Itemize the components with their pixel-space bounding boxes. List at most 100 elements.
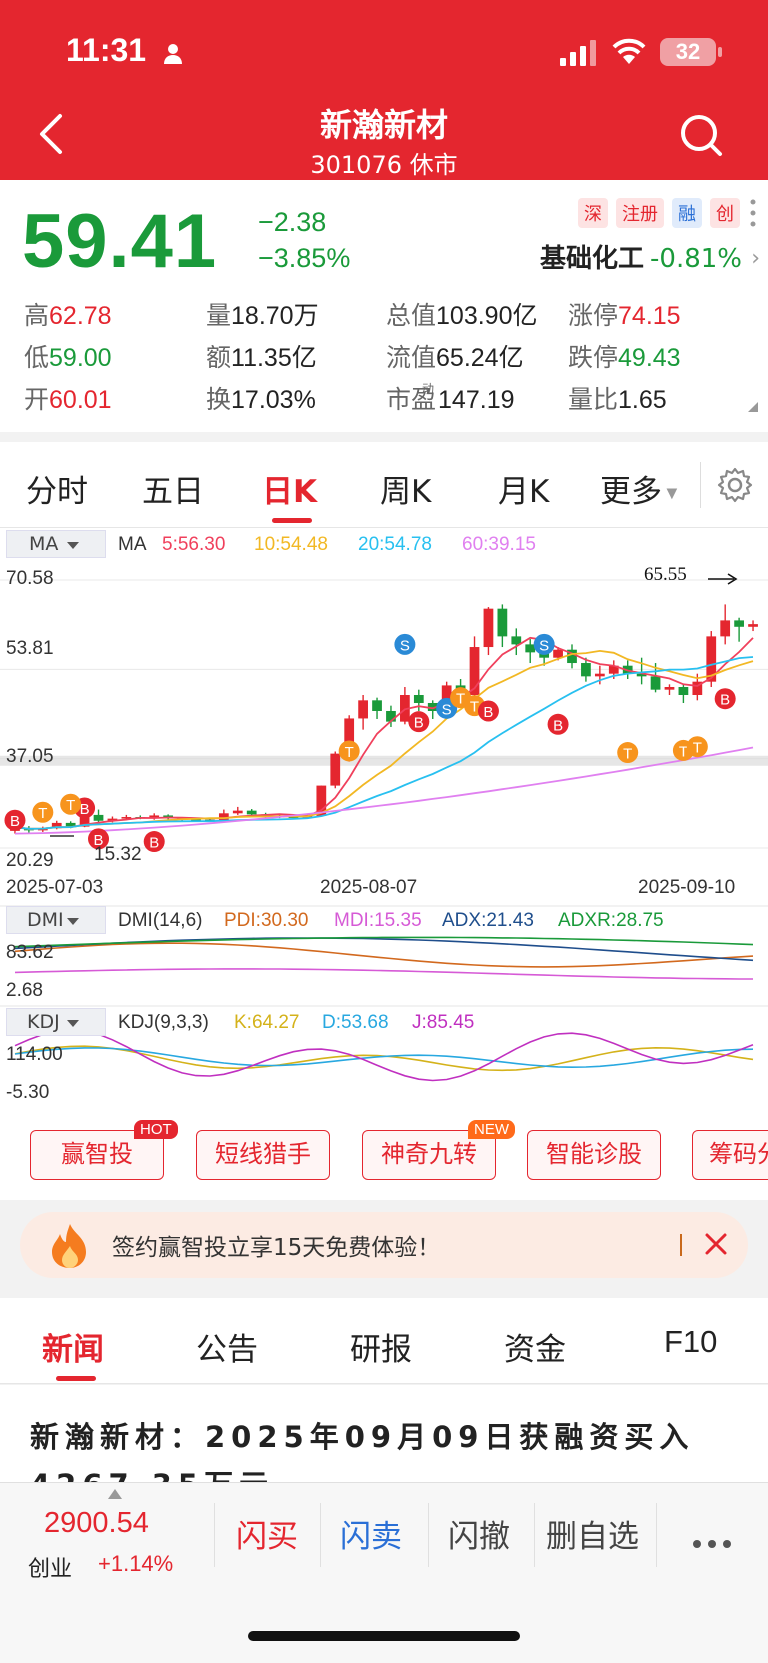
tool-short-hunter[interactable]: 短线猎手 <box>196 1130 330 1180</box>
candle-body <box>372 700 382 711</box>
candle-body <box>650 676 661 690</box>
chevron-right-icon[interactable]: › <box>751 246 760 271</box>
amount-value: 11.35亿 <box>231 344 317 372</box>
tool-chip-distribution[interactable]: 筹码分布 <box>692 1130 768 1180</box>
candle-body <box>497 608 508 637</box>
expand-corner-icon[interactable] <box>748 402 758 412</box>
tool-magic-nine[interactable]: 神奇九转 <box>362 1130 496 1180</box>
ma5-line <box>14 636 754 830</box>
adx-value: ADX:21.43 <box>442 910 534 931</box>
candle-body <box>51 822 62 829</box>
more-horizontal-icon[interactable] <box>692 1539 732 1549</box>
ma20-line <box>14 656 754 830</box>
candle-body <box>734 620 744 627</box>
gear-icon[interactable] <box>716 466 754 504</box>
low-label: 低 <box>24 344 50 372</box>
news-item[interactable]: 新瀚新材：2025年09月09日获融资买入4267.35万元 <box>0 1385 768 1485</box>
wifi-icon <box>612 38 646 64</box>
mdi-line <box>14 968 753 980</box>
candle-body <box>706 636 717 682</box>
candle-body <box>330 753 341 786</box>
signal-marker-label: T <box>456 691 465 708</box>
tool-smart-diagnose[interactable]: 智能诊股 <box>527 1130 661 1180</box>
candle-body <box>400 695 410 722</box>
flash-sell-button[interactable]: 闪卖 <box>340 1519 402 1555</box>
divider <box>656 1503 657 1567</box>
tab-divider <box>700 462 701 508</box>
kdj-y-max: 114.00 <box>6 1044 63 1065</box>
tab-more[interactable]: 更多 ▼ <box>600 466 677 511</box>
d-line <box>14 1047 754 1069</box>
ma-selector-button[interactable]: MA <box>6 530 106 558</box>
promo-banner[interactable]: 签约赢智投立享15天免费体验！ <box>20 1212 748 1278</box>
candle-body <box>232 810 243 814</box>
dmi-label: DMI(14,6) <box>118 910 203 931</box>
signal-marker-s <box>533 633 555 655</box>
dmi-selector-button[interactable]: DMI <box>6 906 106 934</box>
tool-ying-zhi-tou[interactable]: 赢智投 <box>30 1130 164 1180</box>
signal-marker-b <box>4 809 26 831</box>
high-value: 62.78 <box>49 302 112 330</box>
k-value: K:64.27 <box>234 1012 300 1033</box>
signal-marker-label: B <box>414 715 424 732</box>
candle-body <box>483 608 494 648</box>
index-value[interactable]: 2900.54 <box>44 1507 149 1539</box>
signal-marker-label: T <box>693 740 702 757</box>
vol-ratio-value: 1.65 <box>618 386 667 414</box>
candle-body <box>93 814 104 821</box>
y-tick-max: 70.58 <box>6 568 54 589</box>
tab-five-day[interactable]: 五日 <box>142 474 204 510</box>
float-mv-label: 流值 <box>386 344 437 372</box>
y-tick-2: 53.81 <box>6 638 54 659</box>
search-icon[interactable] <box>678 112 724 158</box>
tab-monthly-k[interactable]: 月K <box>498 474 550 510</box>
candle-body <box>427 702 438 711</box>
person-icon <box>164 44 182 64</box>
more-vertical-icon[interactable] <box>748 198 758 228</box>
x-tick-end: 2025-09-10 <box>638 877 736 898</box>
tab-announcements[interactable]: 公告 <box>196 1332 258 1368</box>
back-arrow-icon[interactable] <box>36 112 66 156</box>
signal-marker-t <box>32 801 54 823</box>
candle-body <box>386 710 396 722</box>
flash-buy-button[interactable]: 闪买 <box>236 1519 298 1555</box>
active-tab-indicator <box>272 518 312 523</box>
tab-f10[interactable]: F10 <box>664 1324 718 1359</box>
tab-funds[interactable]: 资金 <box>504 1332 566 1368</box>
signal-marker-label: T <box>679 743 688 760</box>
close-icon[interactable] <box>702 1230 730 1258</box>
price-change: −2.38 −3.85% <box>258 204 350 276</box>
high-label: 高 <box>24 302 50 330</box>
tab-weekly-k[interactable]: 周K <box>380 474 432 510</box>
tab-intraday[interactable]: 分时 <box>26 474 88 510</box>
sector-link[interactable]: 基础化工 -0.81% <box>540 238 742 275</box>
signal-marker-label: T <box>623 746 632 763</box>
candle-body <box>608 665 619 674</box>
kdj-selector-button[interactable]: KDJ <box>6 1008 106 1036</box>
candle-body <box>413 695 424 703</box>
candle-body <box>636 673 647 677</box>
signal-marker-t <box>60 793 82 815</box>
tag-chinext: 创 <box>710 198 740 228</box>
flash-cancel-button[interactable]: 闪撤 <box>448 1519 510 1555</box>
tab-news[interactable]: 新闻 <box>42 1332 104 1368</box>
signal-marker-label: B <box>149 835 159 852</box>
d-value: D:53.68 <box>322 1012 389 1033</box>
x-tick-mid: 2025-08-07 <box>320 877 418 898</box>
y-tick-3: 37.05 <box>6 746 54 767</box>
candle-body <box>720 620 731 637</box>
signal-marker-label: B <box>80 801 90 818</box>
tab-daily-k[interactable]: 日K <box>262 474 318 510</box>
sector-name: 基础化工 <box>540 244 645 274</box>
turnover-label: 换 <box>206 386 232 414</box>
tab-research[interactable]: 研报 <box>350 1332 412 1368</box>
volume-value: 18.70万 <box>231 302 319 330</box>
ma5-value: 5:56.30 <box>162 534 226 555</box>
candle-body <box>511 636 522 645</box>
turnover-value: 17.03% <box>231 386 316 414</box>
remove-watchlist-button[interactable]: 删自选 <box>546 1519 639 1555</box>
new-badge: NEW <box>468 1120 515 1139</box>
signal-marker-t <box>617 742 639 764</box>
index-expand-icon[interactable] <box>108 1489 122 1499</box>
